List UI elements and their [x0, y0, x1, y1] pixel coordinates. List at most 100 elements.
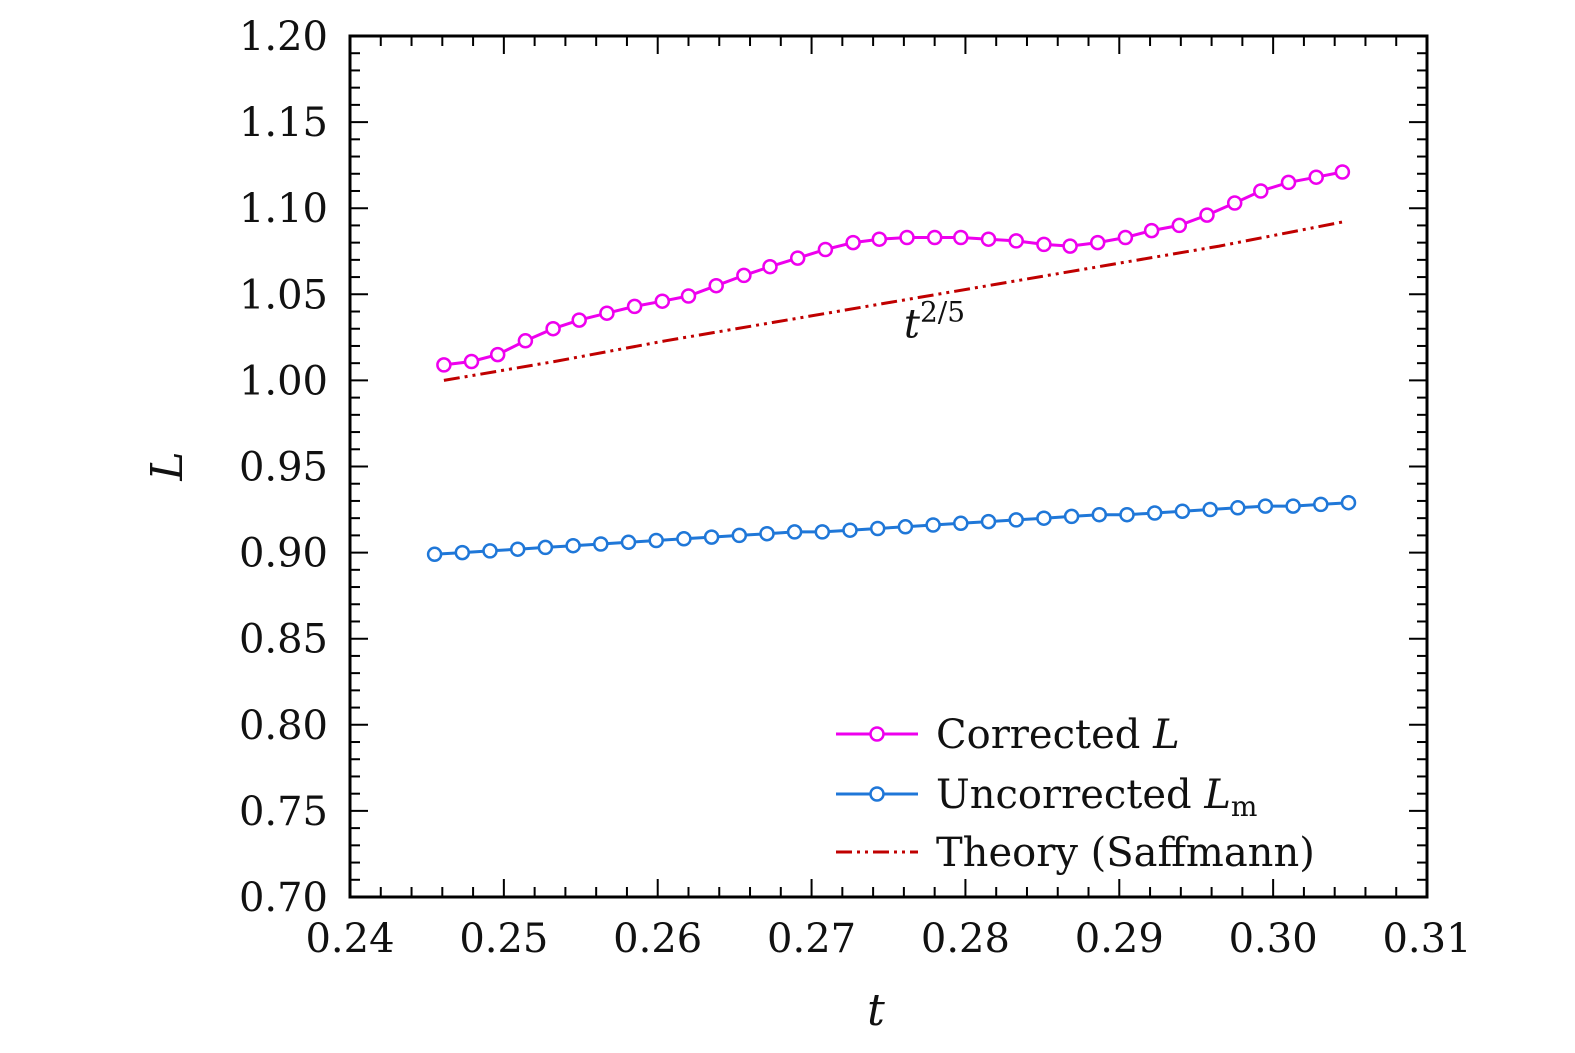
series-1-point [869, 520, 886, 537]
x-tick-label: 0.28 [921, 916, 1010, 962]
series-0-point [817, 241, 834, 258]
series-1-point [980, 513, 997, 530]
x-tick-label: 0.25 [459, 916, 548, 962]
y-tick-label: 0.85 [239, 617, 328, 663]
series-0-point [1008, 233, 1024, 249]
x-tick-label: 0.31 [1382, 916, 1471, 962]
series-1-point [426, 546, 443, 563]
series-1-point [648, 532, 664, 549]
x-tick-label: 0.29 [1075, 916, 1164, 962]
legend-swatch-marker-1 [869, 786, 885, 802]
series-0-point [736, 267, 752, 284]
series-1-point [1340, 494, 1357, 511]
series-0-point [980, 231, 997, 247]
series-0-point [926, 229, 943, 246]
series-0-point [1171, 217, 1188, 234]
y-tick-label: 1.00 [239, 358, 328, 404]
series-0-point [654, 293, 671, 309]
series-0-point [708, 277, 724, 294]
series-line-2 [443, 220, 1343, 382]
series-0-point [1089, 234, 1106, 251]
y-tick-label: 0.80 [239, 703, 328, 749]
series-1-point [925, 517, 941, 533]
series-1-point [509, 541, 526, 557]
series-0-point [571, 312, 587, 328]
series-0-point [1143, 222, 1160, 239]
series-0-point [545, 320, 561, 337]
series-0-point [517, 333, 534, 349]
series-1-point [1174, 503, 1191, 520]
series-1-point [1285, 498, 1301, 514]
series-1-point [1313, 496, 1329, 513]
series-0-point [436, 357, 452, 373]
series-0-point [789, 250, 806, 266]
series-1-point [1119, 506, 1135, 523]
series-1-point [759, 525, 775, 542]
series-line-0 [443, 170, 1343, 367]
plot-frame [348, 34, 1429, 899]
y-tick-label: 1.20 [239, 14, 328, 60]
y-tick-label: 0.70 [239, 875, 328, 921]
series-1-point [703, 529, 720, 545]
y-tick-label: 0.75 [239, 789, 328, 835]
x-axis-label: t [867, 985, 885, 1036]
series-0-point [626, 298, 643, 315]
legend-swatch-marker-0 [869, 726, 885, 742]
series-1-point [1036, 510, 1052, 526]
series-0-point [599, 305, 615, 321]
series-1-point [731, 527, 748, 544]
series-1-point [1202, 501, 1218, 518]
series-1-point [620, 534, 637, 551]
series-0-point [1280, 174, 1297, 191]
series-0-point [871, 231, 888, 247]
series-0-point [1036, 236, 1052, 253]
series-0-point [1117, 229, 1134, 246]
series-0-point [953, 229, 969, 246]
series-0-point [1253, 183, 1269, 199]
legend-label-0: Corrected L [936, 712, 1180, 758]
series-0-point [1334, 164, 1351, 180]
series-1-point [1063, 508, 1080, 525]
series-1-point [953, 515, 969, 532]
series-1-point [1146, 505, 1163, 521]
y-tick-label: 0.90 [239, 531, 328, 577]
ticks-layer: 0.24 0.25 0.26 0.27 0.28 0.29 0.30 0.31 0.70 0.75… [239, 14, 1472, 962]
y-tick-label: 0.95 [239, 445, 328, 491]
series-0-point [1062, 238, 1078, 254]
legend-label-1: Uncorrected Lm [936, 772, 1257, 823]
series-layer [426, 164, 1357, 563]
series-0-point [1308, 169, 1324, 185]
legend: Corrected L Uncorrected Lm Theory (Saffman… [836, 712, 1315, 876]
x-tick-label: 0.26 [613, 916, 702, 962]
series-0-point [899, 229, 915, 246]
series-1-point [537, 539, 554, 556]
series-0-point [489, 346, 506, 363]
series-0-point [845, 234, 861, 251]
series-1-point [482, 543, 498, 559]
legend-label-2: Theory (Saffmann) [936, 830, 1315, 876]
annotation-exponent: 2/5 [920, 295, 965, 328]
x-tick-label: 0.24 [305, 916, 394, 962]
series-1-point [1091, 506, 1108, 523]
series-1-point [842, 522, 858, 538]
series-0-point [1199, 207, 1215, 223]
series-0-point [762, 258, 778, 275]
series-1-point [565, 537, 581, 554]
series-0-point [463, 353, 480, 370]
series-line-1 [434, 501, 1349, 556]
annotation-base: t [904, 301, 921, 347]
series-0-point [1226, 195, 1243, 211]
series-1-point [593, 536, 609, 552]
series-1-point [897, 519, 914, 535]
series-1-point [1230, 500, 1246, 516]
series-1-point [786, 524, 803, 540]
series-1-point [454, 544, 471, 561]
series-1-point [1257, 498, 1274, 514]
series-1-point [814, 524, 831, 540]
y-tick-label: 1.10 [239, 186, 328, 232]
y-axis-label: L [142, 451, 193, 481]
y-tick-label: 1.15 [239, 100, 328, 146]
x-tick-label: 0.27 [767, 916, 856, 962]
y-tick-label: 1.05 [239, 272, 328, 318]
